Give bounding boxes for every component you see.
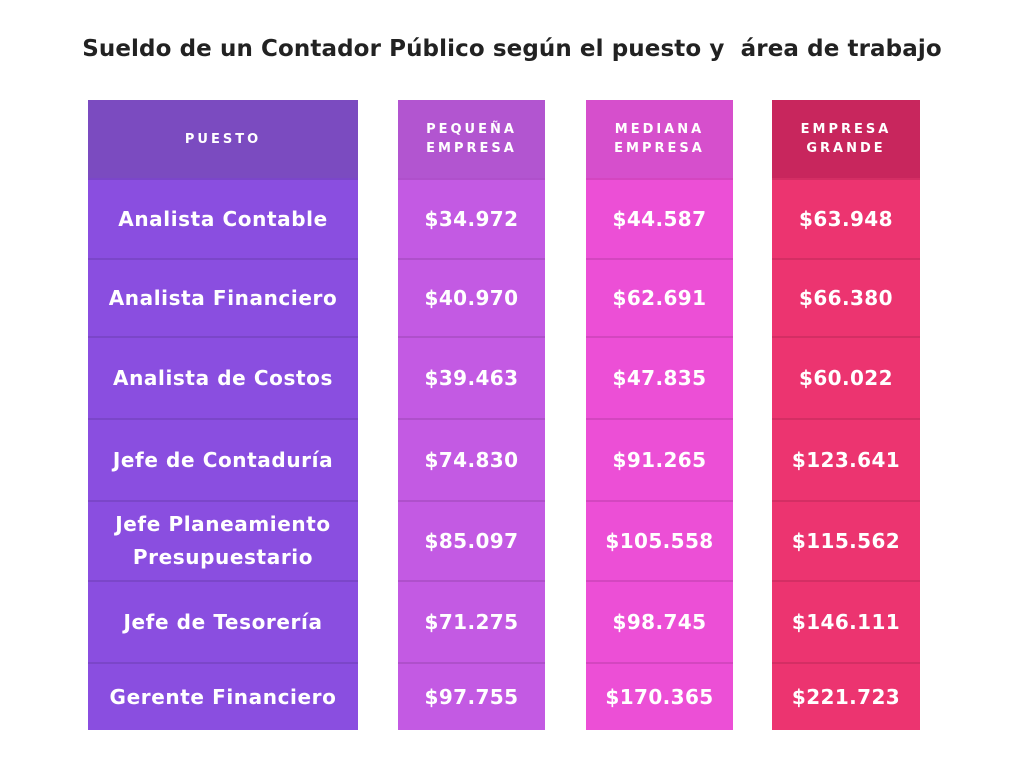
mediana-empresa-cell: $62.691 <box>586 258 733 336</box>
puesto-cell: Analista Financiero <box>88 258 358 336</box>
header-empresa-grande: EMPRESA GRANDE <box>772 100 920 178</box>
puesto-cell: Jefe de Contaduría <box>88 418 358 500</box>
pequena-empresa-cell: $34.972 <box>398 178 545 258</box>
mediana-empresa-cell: $170.365 <box>586 662 733 730</box>
chart-title: Sueldo de un Contador Público según el p… <box>82 36 942 62</box>
empresa-grande-cell: $123.641 <box>772 418 920 500</box>
pequena-empresa-cell: $40.970 <box>398 258 545 336</box>
pequena-empresa-cell: $74.830 <box>398 418 545 500</box>
puesto-cell: Analista Contable <box>88 178 358 258</box>
column-empresa-grande: EMPRESA GRANDE $63.948 $66.380 $60.022 $123… <box>772 100 920 730</box>
puesto-cell: Analista de Costos <box>88 336 358 418</box>
mediana-empresa-cell: $91.265 <box>586 418 733 500</box>
empresa-grande-cell: $146.111 <box>772 580 920 662</box>
cells-empresa-grande: $63.948 $66.380 $60.022 $123.641 $115.562 $14… <box>772 178 920 730</box>
empresa-grande-cell: $66.380 <box>772 258 920 336</box>
empresa-grande-cell: $221.723 <box>772 662 920 730</box>
mediana-empresa-cell: $105.558 <box>586 500 733 580</box>
column-pequena-empresa: PEQUEÑA EMPRESA $34.972 $40.970 $39.463 $74… <box>398 100 545 730</box>
pequena-empresa-cell: $97.755 <box>398 662 545 730</box>
mediana-empresa-cell: $47.835 <box>586 336 733 418</box>
cells-mediana-empresa: $44.587 $62.691 $47.835 $91.265 $105.558 $98.… <box>586 178 733 730</box>
header-puesto: PUESTO <box>88 100 358 178</box>
empresa-grande-cell: $63.948 <box>772 178 920 258</box>
mediana-empresa-cell: $98.745 <box>586 580 733 662</box>
header-mediana-empresa: MEDIANA EMPRESA <box>586 100 733 178</box>
mediana-empresa-cell: $44.587 <box>586 178 733 258</box>
puesto-cell: Jefe de Tesorería <box>88 580 358 662</box>
pequena-empresa-cell: $85.097 <box>398 500 545 580</box>
empresa-grande-cell: $60.022 <box>772 336 920 418</box>
pequena-empresa-cell: $39.463 <box>398 336 545 418</box>
puesto-cell: Gerente Financiero <box>88 662 358 730</box>
column-mediana-empresa: MEDIANA EMPRESA $44.587 $62.691 $47.835 $91… <box>586 100 733 730</box>
empresa-grande-cell: $115.562 <box>772 500 920 580</box>
header-pequena-empresa: PEQUEÑA EMPRESA <box>398 100 545 178</box>
puesto-cell: Jefe Planeamiento Presupuestario <box>88 500 358 580</box>
cells-puesto: Analista Contable Analista Financiero Anal… <box>88 178 358 730</box>
pequena-empresa-cell: $71.275 <box>398 580 545 662</box>
cells-pequena-empresa: $34.972 $40.970 $39.463 $74.830 $85.097 $71.2… <box>398 178 545 730</box>
column-puesto: PUESTO Analista Contable Analista Financi… <box>88 100 358 730</box>
